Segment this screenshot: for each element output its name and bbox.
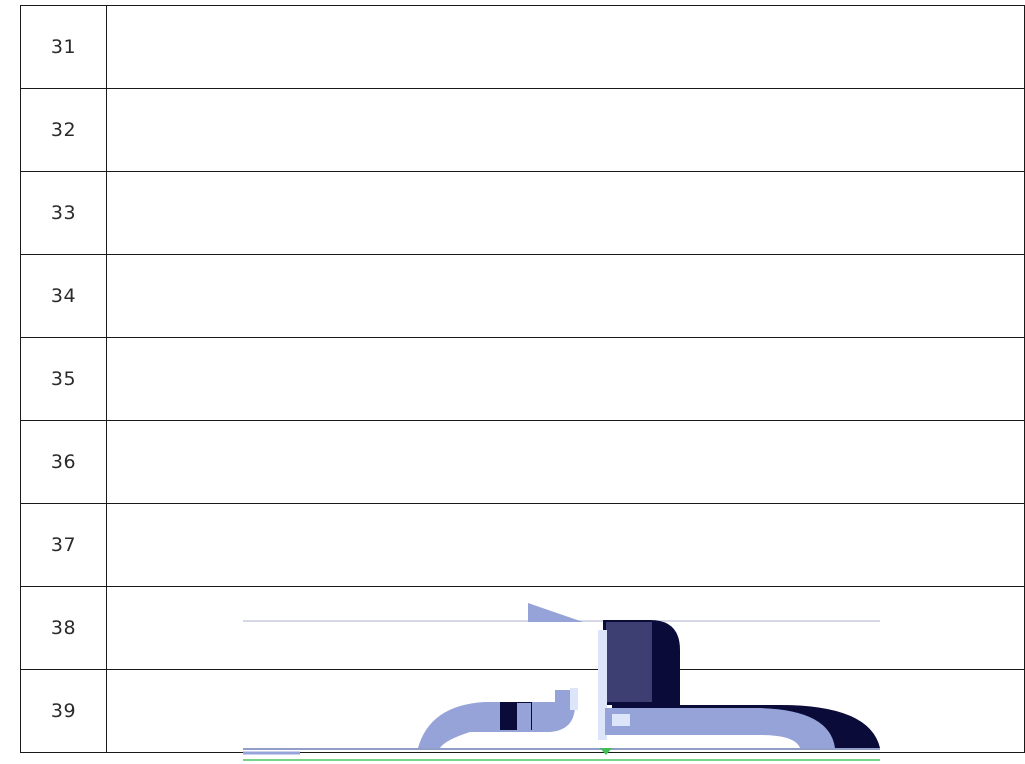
table-row: 34 [20, 254, 1025, 338]
row-content-cell [106, 5, 1025, 89]
table-row: 36 [20, 420, 1025, 504]
table-row: 35 [20, 337, 1025, 421]
numbered-rows-table: 31 32 33 34 35 36 37 38 [20, 5, 1025, 753]
row-content-cell [106, 503, 1025, 587]
row-number: 31 [20, 5, 107, 89]
row-number: 35 [20, 337, 107, 421]
row-number: 37 [20, 503, 107, 587]
table-row: 38 [20, 586, 1025, 670]
row-content-cell [106, 420, 1025, 504]
row-content-cell [106, 171, 1025, 255]
row-number: 39 [20, 669, 107, 753]
row-number: 38 [20, 586, 107, 670]
row-content-cell [106, 586, 1025, 670]
row-number: 33 [20, 171, 107, 255]
row-number: 32 [20, 88, 107, 172]
row-number: 36 [20, 420, 107, 504]
table-row: 39 [20, 669, 1025, 753]
row-content-cell [106, 337, 1025, 421]
row-content-cell [106, 88, 1025, 172]
row-number: 34 [20, 254, 107, 338]
table-row: 33 [20, 171, 1025, 255]
table-row: 31 [20, 5, 1025, 89]
row-content-cell [106, 669, 1025, 753]
table-row: 32 [20, 88, 1025, 172]
row-content-cell [106, 254, 1025, 338]
table-row: 37 [20, 503, 1025, 587]
